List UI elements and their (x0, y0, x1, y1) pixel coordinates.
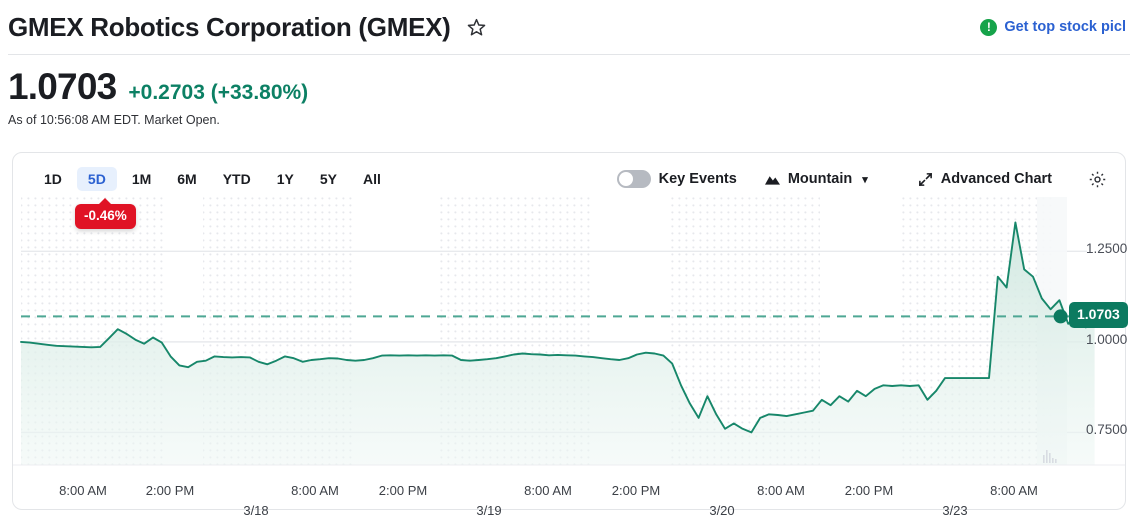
x-axis-time-4: 2:00 PM (378, 483, 428, 498)
chart-toolbar: 1D 5D 1M 6M YTD 1Y 5Y All Key Events (13, 153, 1125, 205)
price-chart-svg (13, 197, 1125, 466)
price-series (20, 221, 1096, 465)
advanced-chart-label: Advanced Chart (940, 171, 1052, 187)
y-axis-label-middle: 1.0000 (1086, 331, 1128, 347)
current-price: 1.0703 (8, 66, 117, 107)
expand-arrows-icon (918, 172, 932, 186)
x-axis-time-2: 2:00 PM (145, 483, 195, 498)
toggle-switch-icon[interactable] (616, 170, 651, 188)
range-selector: 1D 5D 1M 6M YTD 1Y 5Y All (33, 167, 392, 191)
advanced-chart-button[interactable]: Advanced Chart (918, 171, 1052, 187)
gear-icon (1089, 171, 1106, 187)
y-axis-label-upper: 1.2500 (1086, 241, 1128, 257)
page-header: GMEX Robotics Corporation (GMEX) ! Get t… (0, 0, 1138, 54)
price-line (20, 221, 1096, 434)
range-all[interactable]: All (362, 171, 381, 187)
mountain-icon (764, 175, 780, 185)
chart-settings-button[interactable] (1088, 170, 1107, 189)
price-chart-plot[interactable] (13, 197, 1125, 509)
period-change-badge: -0.46% (75, 198, 136, 229)
range-5d[interactable]: 5D (76, 167, 117, 191)
x-axis-date-1: 3/18 (243, 503, 269, 518)
x-axis-time-5: 8:00 AM (524, 483, 572, 498)
range-ytd[interactable]: YTD (222, 171, 251, 187)
key-events-toggle[interactable]: Key Events (616, 170, 737, 188)
current-price-marker (1053, 309, 1068, 324)
chart-card: 1D 5D 1M 6M YTD 1Y 5Y All Key Events (12, 152, 1126, 510)
alert-badge-icon: ! (980, 18, 998, 36)
header-divider (8, 54, 1130, 55)
star-outline-icon[interactable] (465, 15, 489, 39)
chart-type-selector[interactable]: Mountain ▾ (764, 171, 868, 187)
x-axis-time-1: 8:00 AM (59, 483, 107, 498)
chevron-down-icon: ▾ (862, 173, 868, 186)
quote-line: 1.0703 +0.2703 (+33.80%) (8, 66, 308, 108)
x-axis-time-8: 2:00 PM (844, 483, 894, 498)
y-axis-label-lower: 0.7500 (1086, 422, 1128, 438)
range-6m[interactable]: 6M (177, 171, 197, 187)
promo-label: Get top stock picl (1004, 19, 1126, 35)
range-5y[interactable]: 5Y (319, 171, 337, 187)
current-price-tag: 1.0703 (1069, 302, 1128, 328)
range-1m[interactable]: 1M (131, 171, 152, 187)
x-axis-time-9: 8:00 AM (990, 483, 1038, 498)
page-title: GMEX Robotics Corporation (GMEX) (8, 11, 451, 42)
x-axis-date-4: 3/23 (942, 503, 968, 518)
x-axis-time-6: 2:00 PM (611, 483, 661, 498)
x-axis-date-2: 3/19 (476, 503, 502, 518)
price-area-fill (21, 222, 1095, 465)
market-status-text: As of 10:56:08 AM EDT. Market Open. (8, 113, 220, 127)
get-top-stock-picks-link[interactable]: ! Get top stock picl (980, 18, 1126, 36)
chart-type-label: Mountain (787, 171, 853, 187)
x-axis-time-7: 8:00 AM (757, 483, 805, 498)
price-change: +0.2703 (+33.80%) (128, 81, 309, 104)
quote-block: 1.0703 +0.2703 (+33.80%) As of 10:56:08 … (8, 66, 308, 127)
x-axis-time-3: 8:00 AM (291, 483, 339, 498)
chart-toolbar-actions: Key Events Mountain ▾ Advanced Ch (616, 170, 1107, 189)
range-1d[interactable]: 1D (44, 171, 62, 187)
range-1y[interactable]: 1Y (276, 171, 294, 187)
x-axis-date-3: 3/20 (709, 503, 735, 518)
volume-ticks (1043, 450, 1057, 463)
key-events-label: Key Events (658, 171, 737, 187)
